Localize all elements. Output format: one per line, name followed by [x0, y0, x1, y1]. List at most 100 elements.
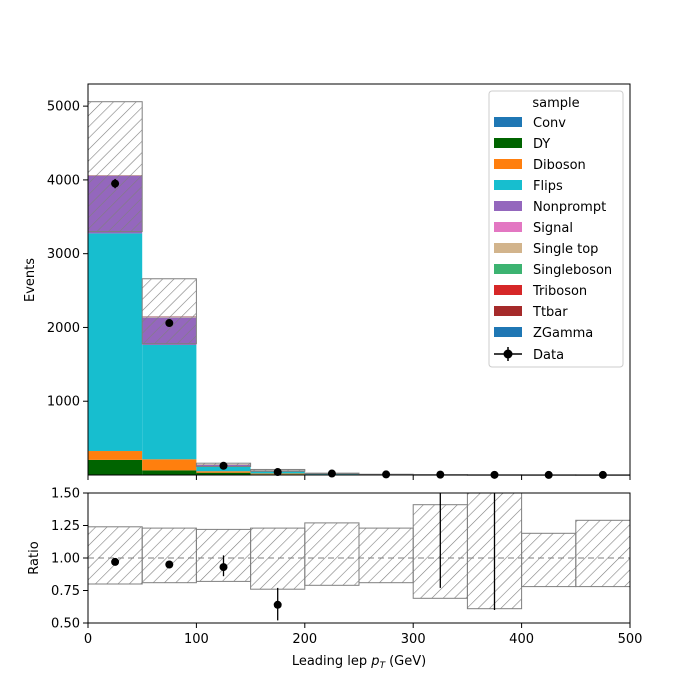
legend-label: Signal — [533, 221, 573, 236]
y-axis-label: Events — [23, 258, 38, 302]
data-point — [219, 461, 228, 470]
data-point — [165, 319, 174, 328]
ratio-y-tick-label: 1.00 — [51, 552, 80, 567]
legend-swatch — [494, 201, 522, 211]
x-tick-label: 500 — [618, 632, 643, 647]
ratio-band-bin — [87, 526, 143, 585]
legend-swatch — [494, 327, 522, 337]
bar-dy — [196, 472, 251, 475]
y-tick-label: 3000 — [47, 247, 80, 262]
y-tick-label: 1000 — [47, 395, 80, 410]
x-axis-label: Leading lep pT (GeV) — [292, 654, 426, 671]
bar-dy — [142, 470, 197, 475]
legend-item-signal: Signal — [494, 221, 573, 236]
legend-label: ZGamma — [533, 326, 593, 341]
y-axis-ticks: 1000 2000 3000 4000 5000 — [47, 100, 88, 410]
ratio-band-bin — [304, 522, 360, 586]
x-axis-label-text: Leading lep — [292, 654, 367, 669]
x-tick-label: 300 — [401, 632, 426, 647]
x-axis-label-var: p — [370, 654, 379, 669]
legend-swatch — [494, 159, 522, 169]
y-tick-label: 2000 — [47, 321, 80, 336]
data-point — [327, 469, 336, 478]
x-axis-label-unit: (GeV) — [389, 654, 426, 669]
legend-item-ttbar: Ttbar — [494, 305, 568, 320]
bar-diboson — [88, 451, 143, 460]
ratio-y-tick-label: 1.25 — [51, 519, 80, 534]
data-point — [273, 468, 282, 477]
legend-item-zgamma: ZGamma — [494, 326, 593, 341]
bar-flips — [142, 344, 197, 460]
legend-frame — [488, 90, 624, 368]
bar-diboson — [196, 471, 251, 473]
legend-swatch — [494, 180, 522, 190]
data-point — [382, 470, 391, 479]
legend-swatch — [494, 243, 522, 253]
legend-label: Diboson — [533, 158, 586, 173]
x-axis-ticks — [87, 475, 631, 480]
legend-item-dy: DY — [494, 137, 550, 152]
bar-dy — [88, 459, 143, 475]
bar-flips — [88, 233, 143, 452]
legend-swatch — [494, 222, 522, 232]
y-tick-label: 5000 — [47, 100, 80, 115]
ratio-band-bin — [358, 527, 414, 584]
x-tick-label: 0 — [84, 632, 92, 647]
legend-item-triboson: Triboson — [494, 284, 587, 299]
legend-item-single-top: Single top — [494, 242, 598, 257]
ratio-band-bin — [141, 527, 197, 584]
x-tick-label: 200 — [292, 632, 317, 647]
uncertainty-bin — [141, 278, 197, 345]
legend-item-diboson: Diboson — [494, 158, 586, 173]
ratio-uncertainty-band — [87, 492, 631, 610]
uncertainty-bin — [87, 101, 143, 233]
ratio-point — [165, 560, 174, 569]
legend: sample Conv DY Diboson Flips Nonprompt Signal… — [488, 90, 624, 368]
x-axis-label-sub: T — [380, 661, 387, 671]
legend-data-label: Data — [533, 348, 564, 363]
legend-label: Flips — [533, 179, 563, 194]
ratio-band-bin — [521, 532, 577, 588]
ratio-x-axis-ticks: 0 100 200 300 400 500 — [84, 623, 643, 647]
ratio-plot-panel: 0.50 0.75 1.00 1.25 1.50 0 100 200 300 400 500 Ra… — [27, 487, 642, 672]
bar-diboson — [142, 459, 197, 471]
x-tick-label: 400 — [509, 632, 534, 647]
legend-items: Conv DY Diboson Flips Nonprompt Signal Single … — [494, 116, 612, 341]
ratio-y-tick-label: 1.50 — [51, 487, 80, 502]
ratio-point — [219, 563, 228, 572]
legend-label: Ttbar — [532, 305, 568, 320]
legend-item-flips: Flips — [494, 179, 563, 194]
legend-swatch — [494, 285, 522, 295]
legend-item-conv: Conv — [494, 116, 566, 131]
ratio-points — [111, 493, 496, 621]
legend-item-data: Data — [494, 347, 564, 363]
data-point — [111, 179, 120, 188]
legend-swatch — [494, 117, 522, 127]
y-tick-label: 4000 — [47, 173, 80, 188]
x-tick-label: 100 — [184, 632, 209, 647]
legend-swatch — [494, 306, 522, 316]
main-plot-panel: 1000 2000 3000 4000 5000 Events sample Conv D… — [23, 83, 631, 480]
legend-swatch — [494, 264, 522, 274]
ratio-y-axis-label: Ratio — [27, 541, 42, 574]
legend-data-marker — [503, 349, 513, 359]
legend-label: Nonprompt — [533, 200, 606, 215]
ratio-point — [273, 600, 282, 609]
legend-label: Singleboson — [533, 263, 612, 278]
ratio-y-tick-label: 0.75 — [51, 584, 80, 599]
legend-label: Conv — [533, 116, 566, 131]
main-plot-frame — [87, 83, 631, 476]
ratio-band-bin — [575, 519, 631, 588]
legend-title: sample — [532, 96, 579, 111]
legend-label: Single top — [533, 242, 598, 257]
legend-item-nonprompt: Nonprompt — [494, 200, 606, 215]
ratio-band-bin — [250, 527, 306, 590]
ratio-y-axis-ticks: 0.50 0.75 1.00 1.25 1.50 — [51, 487, 88, 632]
legend-label: DY — [533, 137, 550, 152]
legend-item-singleboson: Singleboson — [494, 263, 612, 278]
ratio-plot-frame — [87, 492, 631, 624]
legend-label: Triboson — [532, 284, 587, 299]
legend-swatch — [494, 138, 522, 148]
ratio-y-tick-label: 0.50 — [51, 617, 80, 632]
